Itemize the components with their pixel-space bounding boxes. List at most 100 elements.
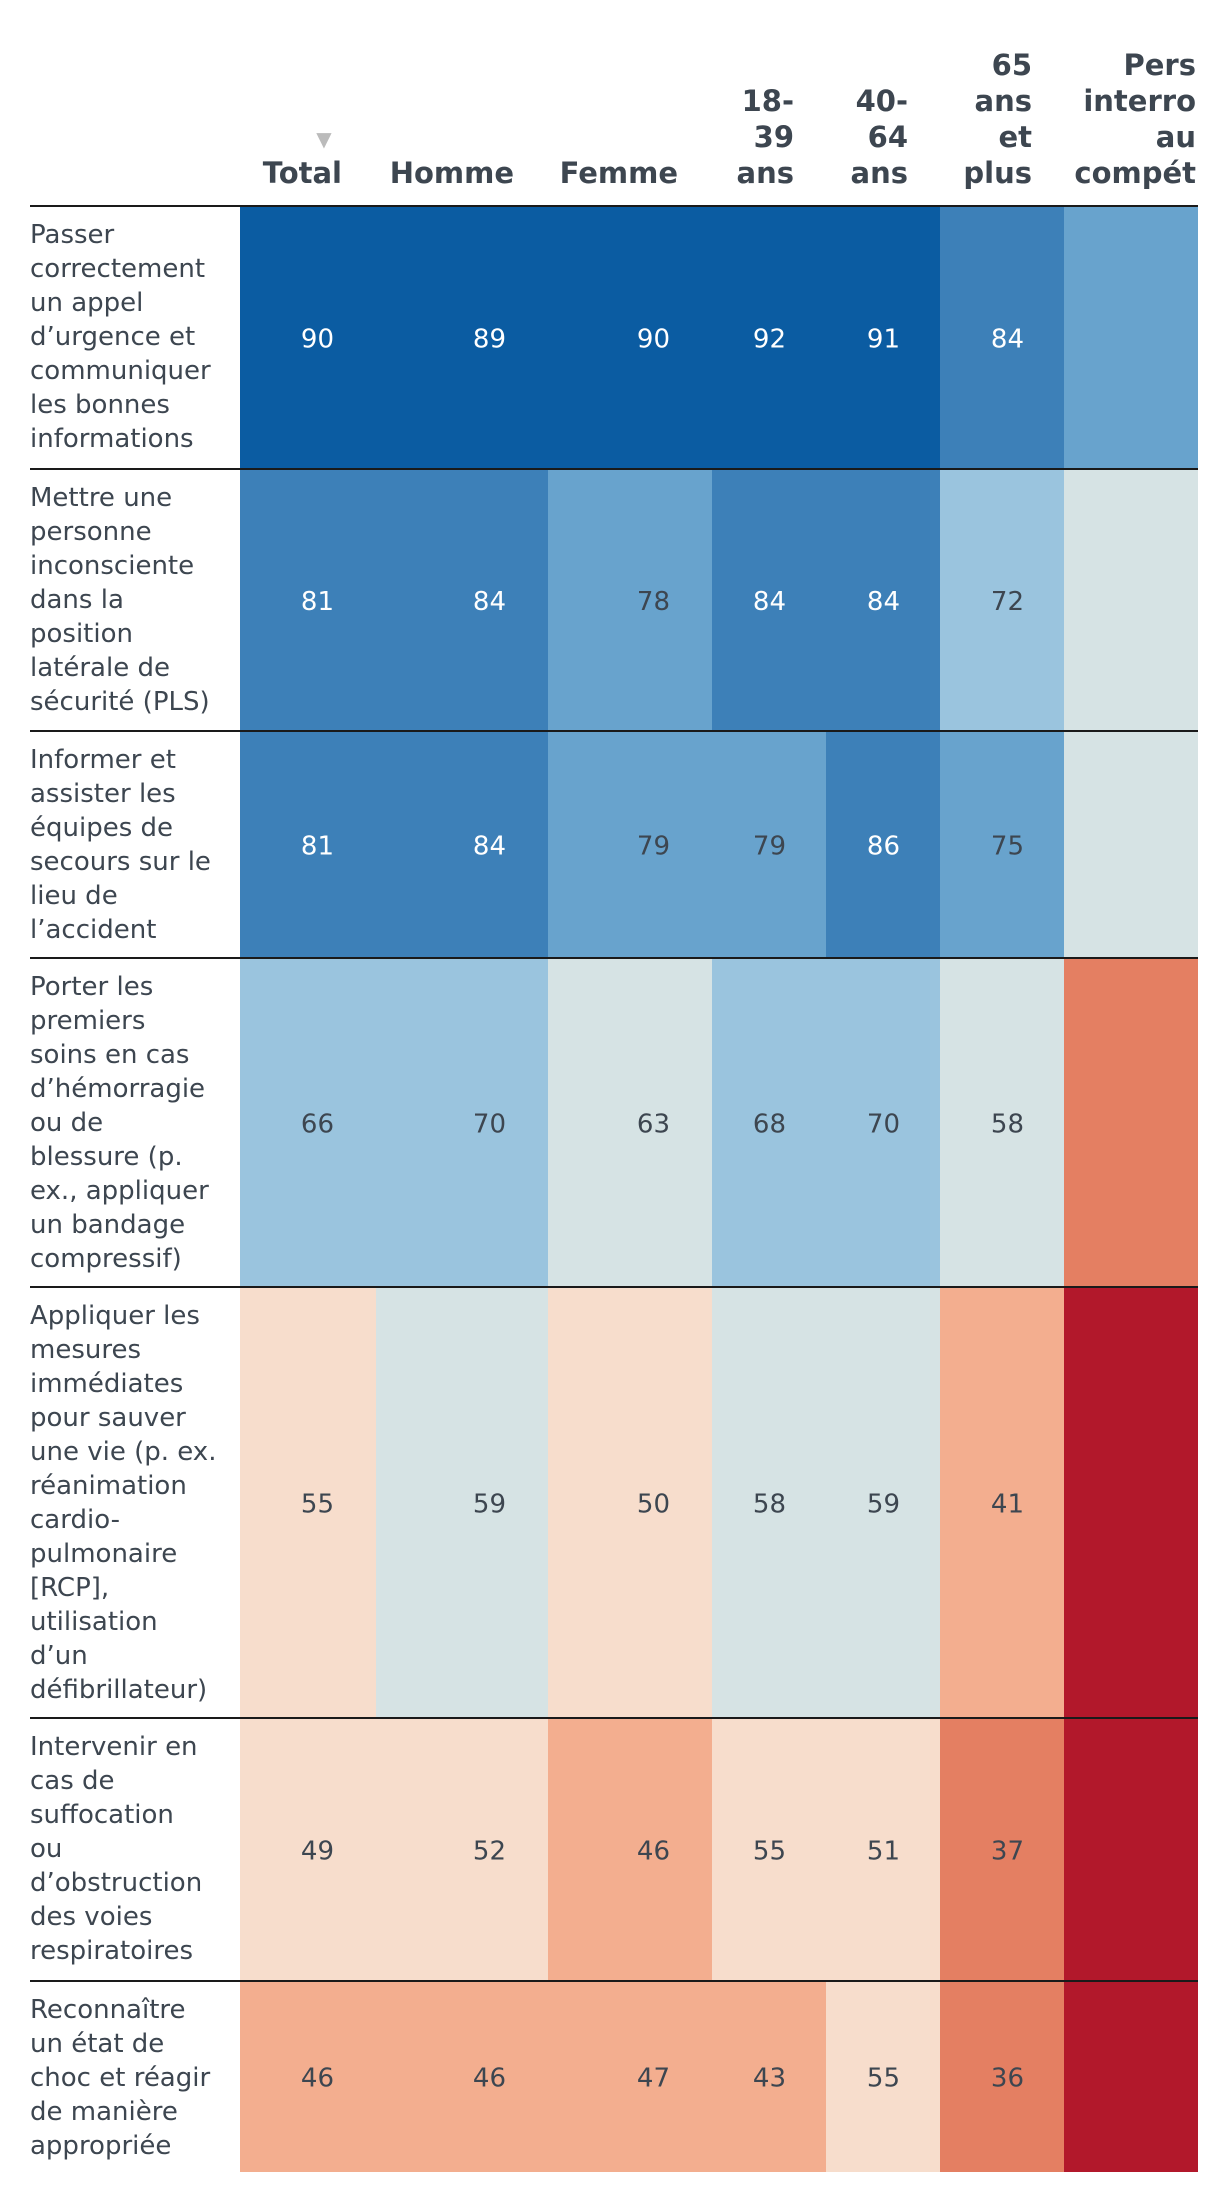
cell-value-r2-a40_64: 84 xyxy=(867,587,900,617)
cell-r1-total xyxy=(240,206,376,469)
text-layer: ▼ Total Homme Femme 18-39 ans 40-64 ans 65 ans et p… xyxy=(30,48,1196,2161)
cell-r3-total xyxy=(240,731,376,958)
cell-r4-a40_64 xyxy=(826,958,940,1287)
cell-r2-total xyxy=(240,469,376,731)
cell-r3-a40_64 xyxy=(826,731,940,958)
row-label-3: Informer et assister les équipes de secours… xyxy=(30,745,211,945)
cell-value-r4-total: 66 xyxy=(301,1110,334,1140)
cell-r3-femme xyxy=(548,731,712,958)
cell-r2-femme xyxy=(548,469,712,731)
cell-r2-pers xyxy=(1064,469,1198,731)
cell-value-r6-femme: 46 xyxy=(637,1837,670,1867)
cell-r3-pers xyxy=(1064,731,1198,958)
column-header-pers[interactable]: Pers interro au compét xyxy=(1074,48,1196,190)
cell-value-r6-a65: 37 xyxy=(991,1837,1024,1867)
cell-value-r1-femme: 90 xyxy=(637,325,670,355)
sort-indicator-icon[interactable]: ▼ xyxy=(316,127,332,151)
cell-value-r7-a18_39: 43 xyxy=(753,2064,786,2094)
cell-r1-homme xyxy=(376,206,548,469)
column-header-homme[interactable]: Homme xyxy=(390,156,514,190)
cell-value-r1-total: 90 xyxy=(301,325,334,355)
cell-r3-a18_39 xyxy=(712,731,826,958)
cell-value-r7-homme: 46 xyxy=(473,2064,506,2094)
cell-value-r4-femme: 63 xyxy=(637,1110,670,1140)
cell-r6-a18_39 xyxy=(712,1718,826,1981)
cell-value-r7-femme: 47 xyxy=(637,2064,670,2094)
cell-value-r6-total: 49 xyxy=(301,1837,334,1867)
row-label-1: Passer correctement un appel d’urgence et co… xyxy=(30,220,211,454)
cell-r1-a18_39 xyxy=(712,206,826,469)
cell-value-r6-homme: 52 xyxy=(473,1837,506,1867)
cell-r6-a40_64 xyxy=(826,1718,940,1981)
cell-r1-a65 xyxy=(940,206,1064,469)
cell-r6-homme xyxy=(376,1718,548,1981)
cell-r6-pers xyxy=(1064,1718,1198,1981)
cell-r5-femme xyxy=(548,1287,712,1718)
cell-r7-femme xyxy=(548,1981,712,2172)
column-header-a65[interactable]: 65 ans et plus xyxy=(963,48,1032,190)
cell-value-r2-total: 81 xyxy=(301,587,334,617)
cell-value-r5-a40_64: 59 xyxy=(867,1490,900,1520)
cell-value-r3-a18_39: 79 xyxy=(753,832,786,862)
cell-r6-femme xyxy=(548,1718,712,1981)
row-label-2: Mettre une personne inconsciente dans la pos… xyxy=(30,483,210,717)
cell-r3-homme xyxy=(376,731,548,958)
cells-layer xyxy=(240,206,1198,2172)
cell-value-r4-homme: 70 xyxy=(473,1110,506,1140)
row-label-7: Reconnaître un état de choc et réagir de ma… xyxy=(30,1995,210,2161)
cell-value-r2-a18_39: 84 xyxy=(753,587,786,617)
cell-value-r5-homme: 59 xyxy=(473,1490,506,1520)
cell-value-r3-homme: 84 xyxy=(473,832,506,862)
cell-r7-a65 xyxy=(940,1981,1064,2172)
cell-r6-a65 xyxy=(940,1718,1064,1981)
cell-r4-femme xyxy=(548,958,712,1287)
cell-r2-a65 xyxy=(940,469,1064,731)
cell-r7-total xyxy=(240,1981,376,2172)
cell-r3-a65 xyxy=(940,731,1064,958)
cell-value-r5-a18_39: 58 xyxy=(753,1490,786,1520)
cell-value-r4-a18_39: 68 xyxy=(753,1110,786,1140)
cell-value-r3-femme: 79 xyxy=(637,832,670,862)
cell-r7-a40_64 xyxy=(826,1981,940,2172)
cell-value-r3-a65: 75 xyxy=(991,832,1024,862)
cell-r2-homme xyxy=(376,469,548,731)
cell-value-r5-a65: 41 xyxy=(991,1490,1024,1520)
row-dividers xyxy=(30,205,1198,1982)
column-header-a18_39[interactable]: 18-39 ans xyxy=(737,84,794,190)
column-header-femme[interactable]: Femme xyxy=(560,156,678,190)
cell-r6-total xyxy=(240,1718,376,1981)
cell-r5-a65 xyxy=(940,1287,1064,1718)
cell-r5-total xyxy=(240,1287,376,1718)
cell-value-r7-a65: 36 xyxy=(991,2064,1024,2094)
cell-r7-a18_39 xyxy=(712,1981,826,2172)
cell-r1-femme xyxy=(548,206,712,469)
cell-value-r3-total: 81 xyxy=(301,832,334,862)
row-label-6: Intervenir en cas de suffocation ou d’obstru… xyxy=(30,1732,202,1966)
cell-r5-homme xyxy=(376,1287,548,1718)
cell-r5-a18_39 xyxy=(712,1287,826,1718)
cell-value-r7-total: 46 xyxy=(301,2064,334,2094)
cell-r4-a18_39 xyxy=(712,958,826,1287)
cell-r2-a40_64 xyxy=(826,469,940,731)
cell-r4-pers xyxy=(1064,958,1198,1287)
cell-r2-a18_39 xyxy=(712,469,826,731)
column-header-a40_64[interactable]: 40-64 ans xyxy=(851,84,908,190)
cell-value-r5-femme: 50 xyxy=(637,1490,670,1520)
cell-value-r1-a18_39: 92 xyxy=(753,325,786,355)
cell-value-r4-a65: 58 xyxy=(991,1110,1024,1140)
cell-r7-homme xyxy=(376,1981,548,2172)
column-header-total[interactable]: Total xyxy=(263,156,342,190)
cell-value-r7-a40_64: 55 xyxy=(867,2064,900,2094)
cell-r5-a40_64 xyxy=(826,1287,940,1718)
cell-r5-pers xyxy=(1064,1287,1198,1718)
cell-value-r6-a18_39: 55 xyxy=(753,1837,786,1867)
cell-r7-pers xyxy=(1064,1981,1198,2172)
cell-r1-pers xyxy=(1064,206,1198,469)
cell-value-r4-a40_64: 70 xyxy=(867,1110,900,1140)
cell-r1-a40_64 xyxy=(826,206,940,469)
cell-r4-total xyxy=(240,958,376,1287)
cell-value-r3-a40_64: 86 xyxy=(867,832,900,862)
row-label-4: Porter les premiers soins en cas d’hémorrag… xyxy=(30,972,209,1274)
cell-value-r1-a40_64: 91 xyxy=(867,325,900,355)
